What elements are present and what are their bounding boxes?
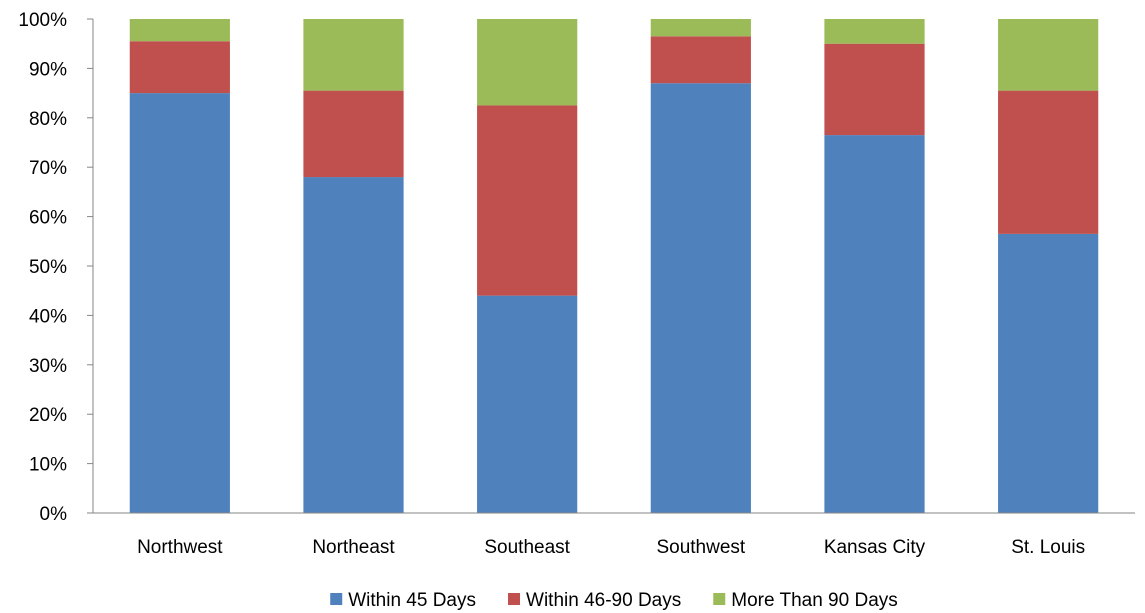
y-tick-label: 20% — [29, 405, 67, 426]
y-tick-label: 10% — [29, 455, 67, 476]
legend-label: Within 45 Days — [348, 590, 476, 611]
y-tick-label: 40% — [29, 306, 67, 327]
bar-kansas-city-within-45-days — [824, 135, 925, 513]
bar-northwest-more-than-90-days — [129, 19, 230, 42]
bar-northeast-within-45-days — [303, 177, 404, 513]
bar-northeast-within-46-90-days — [303, 90, 404, 178]
bar-st-louis-within-46-90-days — [998, 90, 1099, 234]
legend-swatch — [508, 593, 521, 605]
x-tick-label-northeast: Northeast — [312, 537, 395, 558]
legend-label: More Than 90 Days — [731, 590, 898, 611]
bar-southwest-more-than-90-days — [650, 19, 751, 37]
bars — [129, 19, 1099, 513]
bar-northwest-within-46-90-days — [129, 41, 230, 94]
y-tick-label: 50% — [29, 257, 67, 278]
legend-item-more-than-90-days: More Than 90 Days — [713, 590, 898, 611]
bar-st-louis-within-45-days — [998, 233, 1099, 513]
legend: Within 45 Days Within 46-90 Days More Than… — [330, 590, 898, 611]
y-tick-label: 90% — [29, 59, 67, 80]
x-tick-label-kansas-city: Kansas City — [824, 537, 926, 558]
x-tick-label-st-louis: St. Louis — [1011, 537, 1085, 558]
y-tick-label: 30% — [29, 356, 67, 377]
y-tick-label: 60% — [29, 208, 67, 229]
y-tick-label: 80% — [29, 109, 67, 130]
y-tick-label: 0% — [40, 504, 68, 525]
x-tick-label-northwest: Northwest — [137, 537, 223, 558]
bar-southeast-within-45-days — [477, 295, 578, 513]
bar-southeast-more-than-90-days — [477, 19, 578, 106]
bar-southwest-within-46-90-days — [650, 36, 751, 84]
x-tick-label-southwest: Southwest — [656, 537, 745, 558]
bar-kansas-city-more-than-90-days — [824, 19, 925, 44]
x-axis: Northwest Northeast Southeast Southwest Kans… — [93, 512, 1135, 558]
legend-item-within-45-days: Within 45 Days — [330, 590, 476, 611]
y-tick-label: 70% — [29, 158, 67, 179]
x-tick-label-southeast: Southeast — [484, 537, 570, 558]
bar-northwest-within-45-days — [129, 93, 230, 513]
y-axis: 0% 10% 20% 30% 40% 50% 60% 70% 80% 90% 100% — [18, 10, 94, 525]
bar-southeast-within-46-90-days — [477, 105, 578, 296]
y-tick-label: 100% — [18, 10, 67, 31]
bar-northeast-more-than-90-days — [303, 19, 404, 91]
legend-label: Within 46-90 Days — [526, 590, 681, 611]
legend-swatch — [713, 593, 726, 605]
legend-item-within-46-90-days: Within 46-90 Days — [508, 590, 681, 611]
legend-swatch — [330, 593, 343, 605]
bar-kansas-city-within-46-90-days — [824, 43, 925, 136]
bar-southwest-within-45-days — [650, 83, 751, 513]
bar-st-louis-more-than-90-days — [998, 19, 1099, 91]
